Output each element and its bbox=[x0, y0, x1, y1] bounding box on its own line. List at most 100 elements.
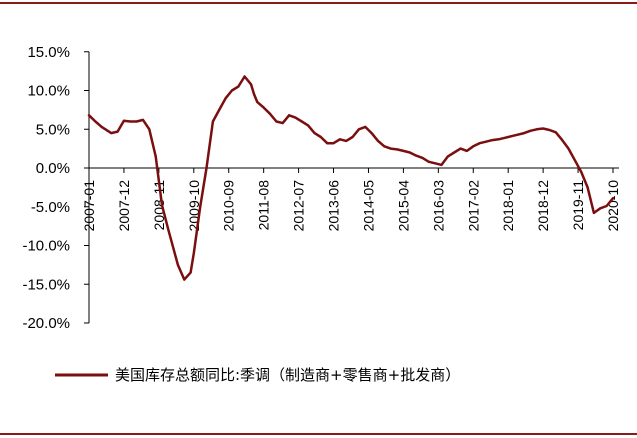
data-point bbox=[408, 151, 411, 154]
data-point bbox=[472, 145, 475, 148]
data-point bbox=[421, 156, 424, 159]
x-tick-label: 2016-03 bbox=[430, 180, 446, 232]
data-point bbox=[573, 159, 576, 162]
data-point bbox=[167, 229, 170, 231]
data-point bbox=[243, 75, 246, 78]
data-point bbox=[230, 89, 233, 92]
y-axis: 15.0% 10.0% 5.0% 0.0% -5.0% -10.0% -15.0% -20.0… bbox=[22, 44, 90, 332]
data-point bbox=[440, 163, 443, 166]
x-axis: 2007-01 2007-12 2008-11 2009-10 2010-09 2011-… bbox=[81, 167, 621, 232]
data-point bbox=[100, 125, 103, 128]
data-point bbox=[504, 136, 506, 139]
x-tick-label: 2015-04 bbox=[395, 180, 411, 232]
data-point bbox=[218, 108, 221, 111]
data-point bbox=[586, 186, 589, 189]
data-point bbox=[599, 207, 602, 210]
x-tick-label: 2011-08 bbox=[256, 180, 272, 231]
data-point bbox=[434, 162, 437, 165]
data-point bbox=[612, 197, 614, 200]
data-point bbox=[535, 128, 538, 131]
series-layer bbox=[87, 75, 615, 281]
data-point bbox=[154, 155, 157, 158]
data-point bbox=[580, 170, 583, 173]
data-point bbox=[142, 118, 144, 121]
data-point bbox=[529, 129, 532, 132]
data-point bbox=[250, 83, 252, 86]
top-rule bbox=[0, 2, 637, 4]
data-point bbox=[199, 205, 202, 208]
y-tick-label: -5.0% bbox=[31, 199, 70, 216]
data-point bbox=[256, 101, 259, 104]
data-point bbox=[383, 145, 386, 148]
data-point bbox=[88, 114, 90, 117]
data-point bbox=[396, 148, 398, 151]
legend-label: 美国库存总额同比:季调（制造商+零售商+批发商） bbox=[115, 366, 460, 384]
data-point bbox=[389, 147, 392, 150]
data-point bbox=[478, 142, 481, 145]
data-point bbox=[561, 139, 564, 142]
y-tick-label: 5.0% bbox=[36, 121, 70, 138]
x-tick-label: 2007-01 bbox=[81, 180, 97, 232]
x-tick-label: 2018-01 bbox=[500, 180, 516, 232]
x-tick-label: 2010-09 bbox=[221, 180, 237, 232]
data-point bbox=[237, 85, 240, 88]
x-tick-label: 2020-10 bbox=[605, 180, 621, 232]
data-point bbox=[307, 124, 310, 127]
y-tick-label: 10.0% bbox=[27, 83, 70, 100]
y-tick-label: -15.0% bbox=[22, 276, 70, 293]
data-point bbox=[313, 132, 316, 135]
data-point bbox=[402, 149, 405, 152]
data-point bbox=[453, 151, 456, 154]
data-point bbox=[189, 271, 192, 274]
bottom-rule bbox=[0, 433, 637, 435]
data-point bbox=[192, 252, 195, 255]
data-point bbox=[605, 205, 608, 207]
data-point bbox=[510, 135, 513, 138]
data-point bbox=[253, 93, 256, 96]
data-point bbox=[370, 132, 373, 135]
data-point bbox=[122, 119, 125, 122]
data-point bbox=[523, 132, 526, 135]
data-point bbox=[224, 97, 227, 100]
data-point bbox=[332, 142, 335, 145]
y-tick-label: -10.0% bbox=[22, 238, 70, 255]
data-point bbox=[567, 147, 570, 150]
data-point bbox=[176, 263, 179, 266]
data-point bbox=[326, 142, 329, 145]
x-tick-label: 2014-05 bbox=[360, 180, 376, 232]
y-tick-label: 0.0% bbox=[36, 160, 70, 177]
x-tick-label: 2007-12 bbox=[116, 180, 132, 232]
data-point bbox=[135, 120, 138, 123]
x-tick-label: 2013-06 bbox=[326, 180, 342, 232]
data-point bbox=[497, 138, 500, 141]
data-point bbox=[554, 131, 557, 134]
data-point bbox=[465, 149, 468, 152]
x-tick-label: 2008-11 bbox=[151, 180, 167, 231]
data-point bbox=[269, 112, 271, 115]
data-point bbox=[364, 125, 367, 128]
data-point bbox=[319, 136, 322, 138]
data-point bbox=[183, 278, 186, 281]
data-point bbox=[281, 122, 284, 125]
x-tick-label: 2018-12 bbox=[535, 180, 551, 232]
data-point bbox=[116, 130, 119, 133]
x-tick-label: 2019-11 bbox=[570, 180, 586, 231]
data-point bbox=[211, 120, 214, 123]
data-point bbox=[275, 120, 278, 123]
data-point bbox=[516, 133, 519, 136]
data-point bbox=[288, 114, 291, 117]
data-point bbox=[415, 154, 418, 157]
data-point bbox=[300, 120, 303, 123]
data-point bbox=[148, 128, 151, 131]
data-point bbox=[357, 128, 360, 131]
data-point bbox=[262, 106, 265, 109]
data-point bbox=[377, 139, 379, 142]
y-tick-label: -20.0% bbox=[22, 315, 70, 332]
series-line bbox=[87, 75, 615, 281]
data-point bbox=[351, 136, 354, 138]
legend: 美国库存总额同比:季调（制造商+零售商+批发商） bbox=[55, 366, 460, 384]
data-point bbox=[345, 139, 348, 142]
data-point bbox=[110, 132, 113, 135]
x-tick-label: 2012-07 bbox=[291, 180, 307, 232]
